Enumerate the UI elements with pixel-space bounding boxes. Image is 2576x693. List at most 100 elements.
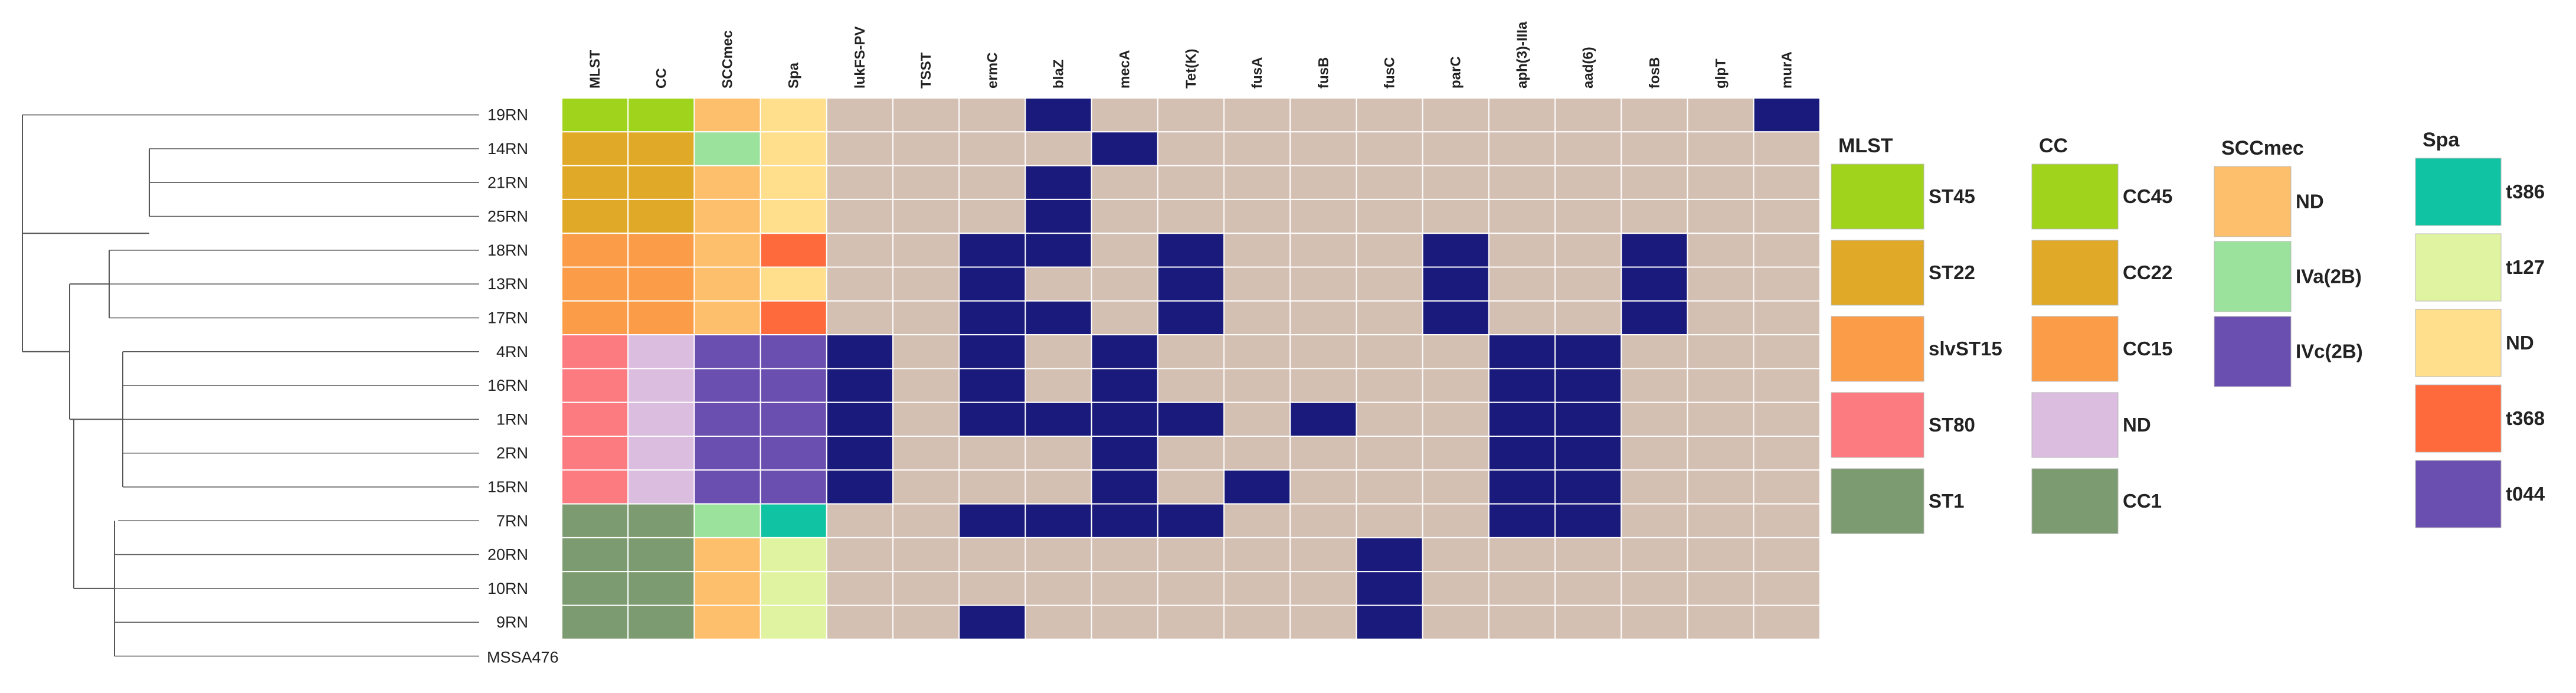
heatmap-cell <box>1488 233 1556 268</box>
heatmap-cell <box>958 266 1026 302</box>
heatmap-cell <box>1687 436 1755 471</box>
heatmap-cell <box>892 165 960 200</box>
heatmap-cell <box>958 300 1026 336</box>
heatmap-cell <box>958 469 1026 505</box>
heatmap-cell <box>561 165 629 200</box>
heatmap-cell <box>1422 368 1490 403</box>
legend-label: ND <box>2123 414 2151 436</box>
heatmap-cell <box>826 537 894 573</box>
heatmap-cell <box>1422 604 1490 640</box>
heatmap-cell <box>958 97 1026 133</box>
heatmap-cell <box>1488 537 1556 573</box>
heatmap-cell <box>1554 537 1622 573</box>
heatmap-cell <box>760 469 827 505</box>
heatmap-cell <box>1024 469 1092 505</box>
heatmap-cell <box>1157 503 1225 538</box>
heatmap-cell <box>627 233 695 268</box>
legend-swatch <box>1831 392 1924 458</box>
legend-swatch <box>1831 164 1924 230</box>
heatmap-cell <box>1554 436 1622 471</box>
heatmap-cell <box>1289 97 1357 133</box>
heatmap-cell <box>1488 604 1556 640</box>
legend-swatch <box>2415 309 2502 377</box>
legend-swatch <box>2031 468 2119 534</box>
heatmap-cell <box>1488 334 1556 370</box>
heatmap-cell <box>1356 300 1423 336</box>
heatmap-cell <box>1223 436 1291 471</box>
heatmap-cell <box>892 131 960 166</box>
heatmap-cell <box>1157 266 1225 302</box>
heatmap-cell <box>627 571 695 606</box>
isolate-label: 10RN <box>487 580 528 597</box>
heatmap-cell <box>760 334 827 370</box>
heatmap-cell <box>1356 131 1423 166</box>
heatmap-cell <box>1223 503 1291 538</box>
heatmap-cell <box>892 604 960 640</box>
heatmap-cell <box>1289 334 1357 370</box>
heatmap-cell <box>1621 401 1688 437</box>
heatmap-cell <box>693 604 761 640</box>
heatmap-cell <box>826 233 894 268</box>
heatmap-cell <box>1488 469 1556 505</box>
heatmap-cell <box>561 368 629 403</box>
heatmap-cell <box>1687 571 1755 606</box>
legend-title: SCCmec <box>2221 137 2304 159</box>
heatmap-cell <box>760 300 827 336</box>
heatmap-cell <box>760 537 827 573</box>
heatmap-cell <box>760 97 827 133</box>
heatmap-cell <box>1687 266 1755 302</box>
heatmap-cell <box>561 233 629 268</box>
column-header: CC <box>653 68 669 89</box>
heatmap-cell <box>1091 233 1158 268</box>
heatmap-cell <box>561 503 629 538</box>
heatmap-cell <box>760 503 827 538</box>
heatmap-cell <box>1753 266 1821 302</box>
heatmap-cell <box>958 436 1026 471</box>
heatmap-cell <box>958 604 1026 640</box>
heatmap-cell <box>627 334 695 370</box>
heatmap-cell <box>1024 97 1092 133</box>
legend-swatch <box>2031 316 2119 382</box>
heatmap-cell <box>561 266 629 302</box>
heatmap-cell <box>1753 401 1821 437</box>
heatmap-cell <box>1356 503 1423 538</box>
heatmap-cell <box>627 300 695 336</box>
column-header: glpT <box>1713 58 1729 89</box>
heatmap-cell <box>1091 300 1158 336</box>
heatmap-cell <box>1488 401 1556 437</box>
legend-title: CC <box>2039 135 2068 157</box>
heatmap-cell <box>1223 131 1291 166</box>
heatmap-cell <box>1356 571 1423 606</box>
legend-mlst: MLST ST45 ST22 slvST15 ST80 ST1 <box>1831 135 2002 534</box>
heatmap-cell <box>1356 198 1423 234</box>
heatmap-cell <box>1356 266 1423 302</box>
heatmap-cell <box>1157 401 1225 437</box>
column-header: blaZ <box>1051 60 1067 89</box>
legend-title: Spa <box>2423 129 2460 151</box>
heatmap-cell <box>1289 300 1357 336</box>
column-header: TSST <box>918 52 934 89</box>
heatmap-cell <box>1223 334 1291 370</box>
heatmap-cell <box>1422 469 1490 505</box>
heatmap-cell <box>693 300 761 336</box>
heatmap-cell <box>1687 368 1755 403</box>
legend-label: CC22 <box>2123 261 2172 283</box>
heatmap-cell <box>693 266 761 302</box>
heatmap-cell <box>1753 165 1821 200</box>
heatmap-cell <box>958 537 1026 573</box>
heatmap-cell <box>1356 537 1423 573</box>
heatmap-cell <box>1157 604 1225 640</box>
heatmap-cell <box>1356 469 1423 505</box>
legend-swatch <box>1831 468 1924 534</box>
heatmap-cell <box>760 266 827 302</box>
heatmap-cell <box>1289 436 1357 471</box>
heatmap-cell <box>1621 503 1688 538</box>
heatmap-cell <box>1223 401 1291 437</box>
dendrogram <box>22 114 479 657</box>
heatmap-cell <box>1091 368 1158 403</box>
heatmap-cell <box>561 131 629 166</box>
heatmap-cell <box>760 198 827 234</box>
heatmap-cell <box>1024 571 1092 606</box>
heatmap-cell <box>1488 198 1556 234</box>
heatmap-cell <box>892 537 960 573</box>
